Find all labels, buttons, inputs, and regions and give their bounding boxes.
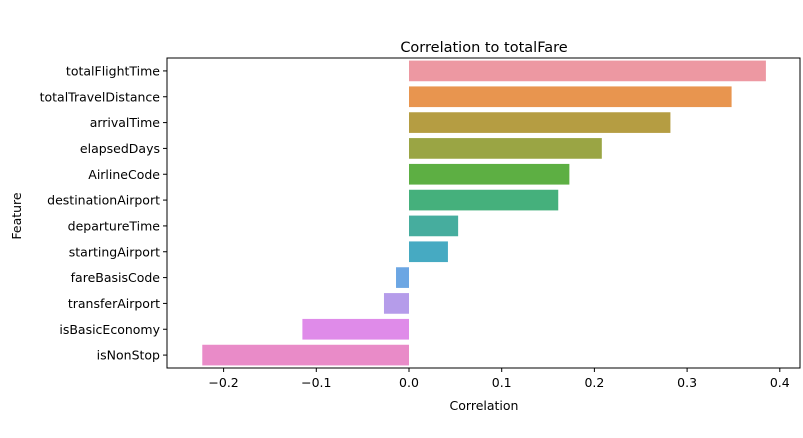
y-axis-ticks: totalFlightTime totalTravelDistance arriva… — [40, 63, 167, 363]
x-tick-label: 0.3 — [677, 375, 697, 390]
x-tick-label: 0.0 — [399, 375, 419, 390]
y-tick-label: elapsedDays — [80, 141, 160, 156]
x-tick-label: 0.2 — [584, 375, 604, 390]
bar-total-travel-distance — [409, 86, 732, 108]
bars-group — [202, 60, 766, 366]
y-tick-label: fareBasisCode — [71, 270, 161, 285]
bar-transfer-airport — [383, 293, 409, 314]
x-axis-ticks: −0.2 −0.1 0.0 0.1 0.2 0.3 0.4 — [208, 368, 790, 390]
y-tick-label: AirlineCode — [88, 167, 160, 182]
chart-title: Correlation to totalFare — [400, 40, 567, 56]
x-tick-label: 0.1 — [492, 375, 512, 390]
y-tick-label: totalFlightTime — [66, 63, 160, 78]
bar-fare-basis-code — [396, 267, 409, 288]
bar-destination-airport — [409, 189, 559, 211]
bar-total-flight-time — [409, 60, 766, 82]
bar-arrival-time — [409, 112, 671, 133]
y-tick-label: arrivalTime — [90, 115, 161, 130]
plot-frame — [166, 57, 801, 369]
x-tick-label: −0.2 — [208, 375, 238, 390]
x-tick-label: −0.1 — [301, 375, 331, 390]
bar-airline-code — [409, 163, 570, 185]
y-tick-label: startingAirport — [69, 244, 160, 259]
y-tick-label: transferAirport — [68, 296, 160, 311]
y-tick-label: departureTime — [68, 218, 161, 233]
y-tick-label: destinationAirport — [47, 193, 160, 208]
x-tick-label: 0.4 — [770, 375, 790, 390]
bar-is-non-stop — [202, 344, 409, 366]
x-axis-label: Correlation — [450, 398, 519, 413]
bar-starting-airport — [409, 241, 448, 263]
bar-departure-time — [409, 215, 459, 237]
y-tick-label: isNonStop — [97, 348, 160, 363]
bar-is-basic-economy — [302, 318, 409, 340]
y-axis-label: Feature — [9, 192, 24, 240]
bar-elapsed-days — [409, 138, 602, 159]
y-tick-label: totalTravelDistance — [40, 89, 161, 104]
y-tick-label: isBasicEconomy — [59, 322, 160, 337]
